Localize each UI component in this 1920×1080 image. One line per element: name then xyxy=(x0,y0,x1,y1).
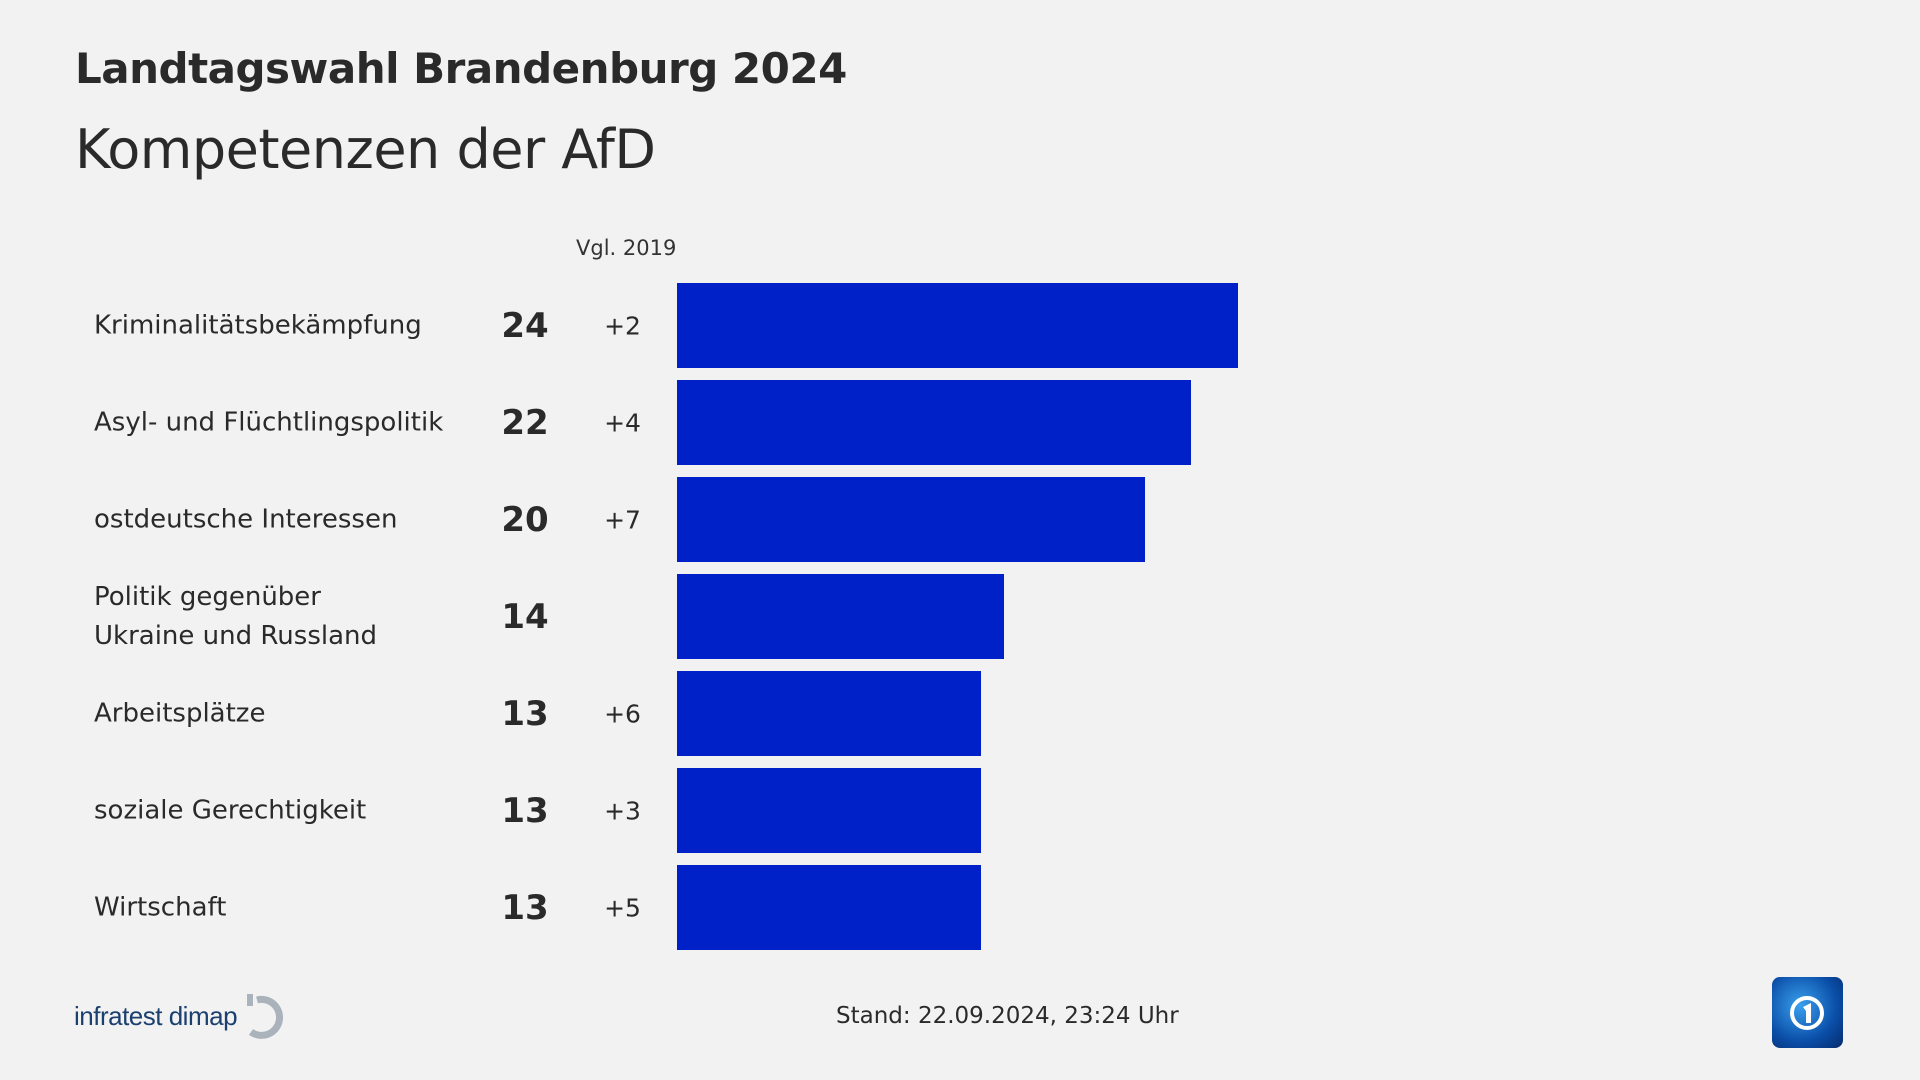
infratest-dimap-logo: infratest dimap xyxy=(74,992,287,1040)
chart-title: Landtagswahl Brandenburg 2024 xyxy=(75,44,847,93)
bar-row: soziale Gerechtigkeit 13 +3 xyxy=(0,768,1920,853)
bar xyxy=(677,574,1005,659)
change-label: +3 xyxy=(604,796,641,825)
bar-row: Politik gegenüber Ukraine und Russland 1… xyxy=(0,574,1920,659)
bar-row: Wirtschaft 13 +5 xyxy=(0,865,1920,950)
category-label: ostdeutsche Interessen xyxy=(94,504,398,534)
value-label: 22 xyxy=(501,402,549,443)
category-label: Arbeitsplätze xyxy=(94,698,266,728)
bar-row: Asyl- und Flüchtlingspolitik 22 +4 xyxy=(0,380,1920,465)
category-label: Asyl- und Flüchtlingspolitik xyxy=(94,407,444,437)
change-label: +4 xyxy=(604,408,641,437)
ard-logo-icon xyxy=(1772,977,1843,1048)
change-label: +7 xyxy=(604,505,641,534)
value-label: 13 xyxy=(501,790,549,831)
bar xyxy=(677,768,981,853)
value-label: 14 xyxy=(501,596,549,637)
value-label: 24 xyxy=(501,305,549,346)
category-label: Wirtschaft xyxy=(94,892,227,922)
bar xyxy=(677,671,981,756)
logo-text: infratest dimap xyxy=(74,1000,238,1031)
category-label: Politik gegenüber Ukraine und Russland xyxy=(94,581,378,651)
bar xyxy=(677,865,981,950)
category-label: Kriminalitätsbekämpfung xyxy=(94,310,422,340)
bar-row: Kriminalitätsbekämpfung 24 +2 xyxy=(0,283,1920,368)
compare-column-header: Vgl. 2019 xyxy=(576,236,677,260)
bar xyxy=(677,283,1238,368)
category-label: soziale Gerechtigkeit xyxy=(94,795,367,825)
bar-row: ostdeutsche Interessen 20 +7 xyxy=(0,477,1920,562)
change-label: +6 xyxy=(604,699,641,728)
timestamp: Stand: 22.09.2024, 23:24 Uhr xyxy=(836,1003,1179,1029)
bar xyxy=(677,380,1192,465)
chart-subtitle: Kompetenzen der AfD xyxy=(75,118,656,181)
value-label: 20 xyxy=(501,499,549,540)
infratest-logo-icon xyxy=(247,994,284,1039)
change-label: +2 xyxy=(604,311,641,340)
bar xyxy=(677,477,1145,562)
bar-row: Arbeitsplätze 13 +6 xyxy=(0,671,1920,756)
value-label: 13 xyxy=(501,693,549,734)
change-label: +5 xyxy=(604,893,641,922)
value-label: 13 xyxy=(501,887,549,928)
